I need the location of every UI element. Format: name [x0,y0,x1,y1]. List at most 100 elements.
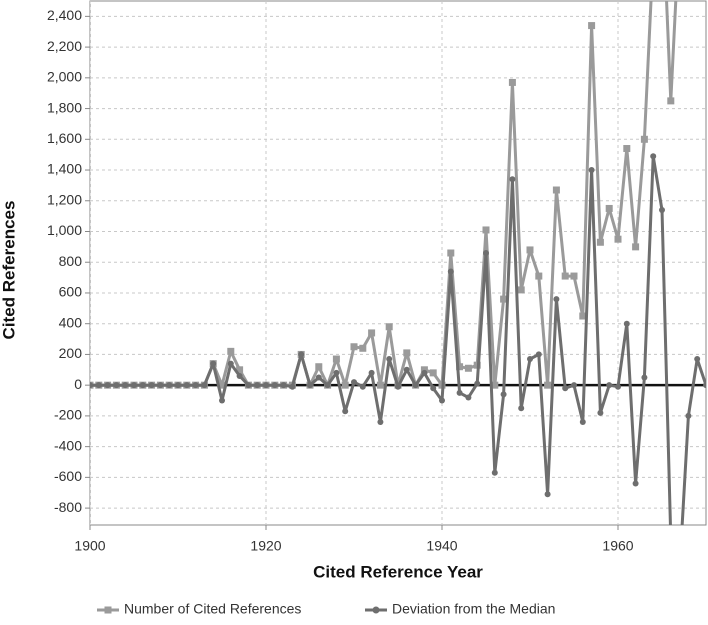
point-marker [501,391,507,397]
point-marker [395,384,401,390]
x-tick-label: 1920 [250,538,281,554]
point-marker [342,408,348,414]
point-marker [659,207,665,213]
y-tick-label: 1,800 [47,99,82,115]
point-marker [677,567,683,573]
point-marker [483,250,489,256]
point-marker [201,382,207,388]
point-marker [615,236,622,243]
point-marker [140,382,146,388]
point-marker [685,413,691,419]
point-marker [518,286,525,293]
point-marker [633,481,639,487]
y-tick-label: 200 [59,345,83,361]
y-tick-label: -800 [54,499,82,515]
point-marker [571,273,578,280]
point-marker [474,381,480,387]
point-marker [421,370,427,376]
point-marker [369,370,375,376]
x-axis-label: Cited Reference Year [313,562,483,581]
point-marker [272,382,278,388]
point-marker [360,384,366,390]
point-marker [580,419,586,425]
y-tick-label: 1,200 [47,191,82,207]
point-marker [351,343,358,350]
point-marker [254,382,260,388]
point-marker [281,382,287,388]
point-marker [509,79,516,86]
point-marker [527,246,534,253]
point-marker [315,363,322,370]
point-marker [333,356,340,363]
point-marker [166,382,172,388]
point-marker [465,394,471,400]
y-tick-label: 2,400 [47,7,82,23]
point-marker [307,382,313,388]
point-marker [237,373,243,379]
y-tick-label: -600 [54,468,82,484]
y-tick-label: 1,400 [47,161,82,177]
y-tick-label: -200 [54,407,82,423]
point-marker [536,351,542,357]
point-marker [325,382,331,388]
y-tick-label: 600 [59,284,83,300]
point-marker [439,398,445,404]
point-marker [448,268,454,274]
point-marker [430,369,437,376]
point-marker [351,379,357,385]
point-marker [386,356,392,362]
point-marker [377,382,384,389]
point-marker [589,167,595,173]
point-marker [227,348,234,355]
y-tick-label: 0 [74,376,82,392]
point-marker [641,136,648,143]
y-tick-label: -400 [54,437,82,453]
point-marker [368,329,375,336]
y-tick-label: 1,600 [47,130,82,146]
point-marker [588,22,595,29]
point-marker [175,382,181,388]
point-marker [535,273,542,280]
point-marker [105,382,111,388]
point-marker [298,351,304,357]
point-marker [465,365,472,372]
point-marker [509,176,515,182]
y-tick-label: 800 [59,253,83,269]
point-marker [193,382,199,388]
point-marker [113,382,119,388]
point-marker [289,384,295,390]
point-marker [597,410,603,416]
point-marker [131,382,137,388]
point-marker [667,97,674,104]
y-tick-label: 2,000 [47,69,82,85]
point-marker [184,382,190,388]
point-marker [518,405,524,411]
legend-label: Deviation from the Median [392,601,555,617]
point-marker [245,382,251,388]
point-marker [386,323,393,330]
x-tick-label: 1960 [602,538,633,554]
point-marker [562,273,569,280]
point-marker [571,382,577,388]
point-marker [316,374,322,380]
y-tick-label: 2,200 [47,38,82,54]
x-tick-label: 1940 [426,538,457,554]
point-marker [668,536,674,542]
legend-label: Number of Cited References [124,601,301,617]
point-marker [553,296,559,302]
point-marker [377,419,383,425]
point-marker [553,187,560,194]
point-marker [404,367,410,373]
point-marker [623,145,630,152]
point-marker [157,382,163,388]
point-marker [606,205,613,212]
point-marker [641,374,647,380]
point-marker [210,361,216,367]
point-marker [219,398,225,404]
y-tick-label: 1,000 [47,222,82,238]
point-marker [544,382,551,389]
point-marker [457,390,463,396]
point-marker [342,382,349,389]
point-marker [149,382,155,388]
point-marker [492,470,498,476]
